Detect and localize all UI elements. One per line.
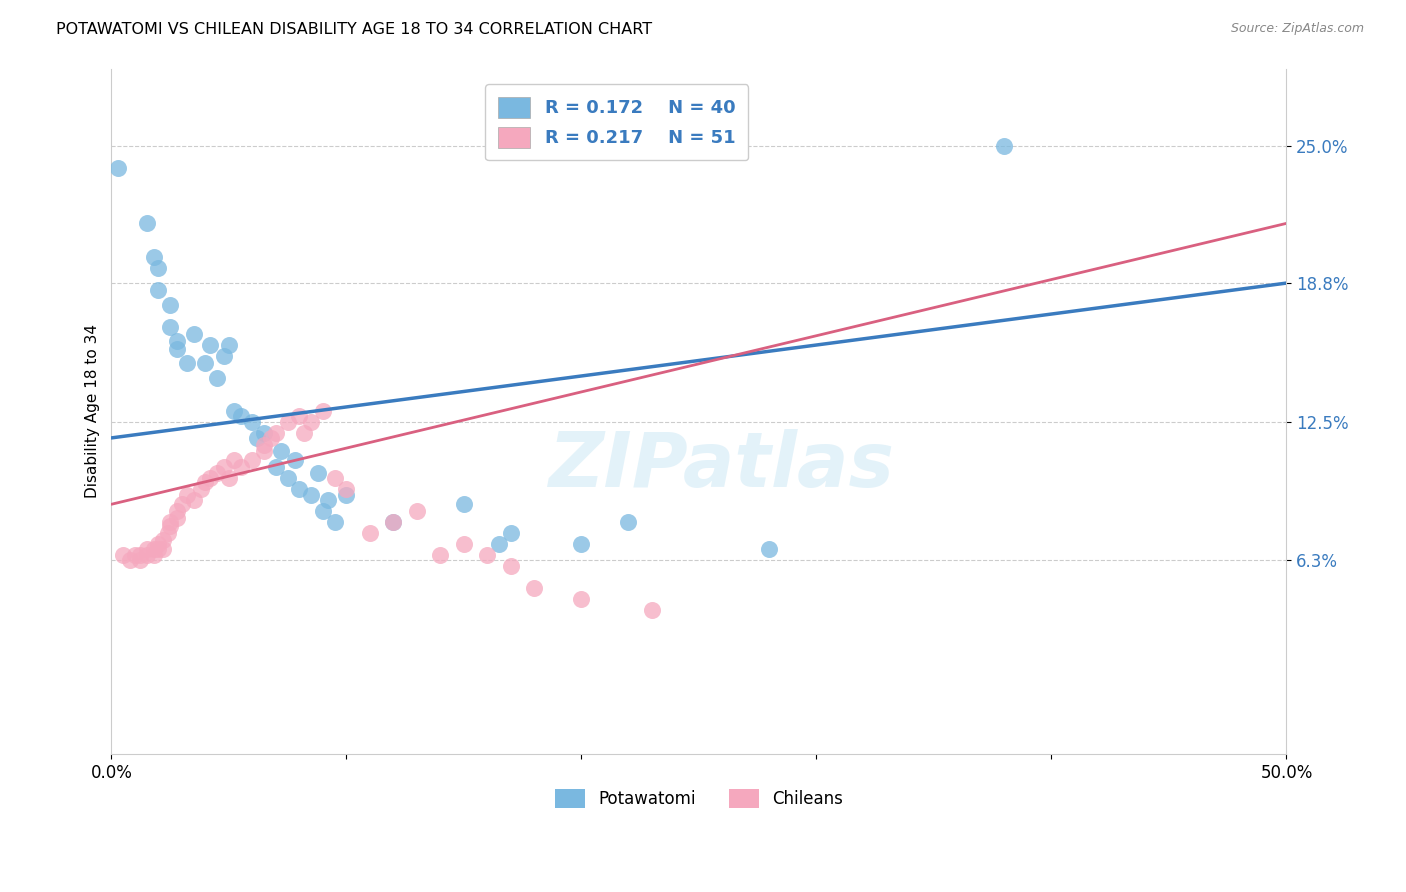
Point xyxy=(229,459,252,474)
Point xyxy=(166,504,188,518)
Point xyxy=(222,404,245,418)
Point xyxy=(176,488,198,502)
Point xyxy=(148,260,170,275)
Point xyxy=(159,320,181,334)
Point xyxy=(288,409,311,423)
Text: ZIPatlas: ZIPatlas xyxy=(550,429,896,503)
Point xyxy=(198,338,221,352)
Point xyxy=(242,453,264,467)
Point xyxy=(499,559,522,574)
Point xyxy=(135,541,157,556)
Point xyxy=(277,471,299,485)
Point xyxy=(212,459,235,474)
Point xyxy=(107,161,129,175)
Point xyxy=(159,298,181,312)
Point xyxy=(359,526,381,541)
Point xyxy=(270,444,292,458)
Text: Source: ZipAtlas.com: Source: ZipAtlas.com xyxy=(1230,22,1364,36)
Point xyxy=(229,409,252,423)
Point xyxy=(142,541,165,556)
Point xyxy=(156,526,179,541)
Point xyxy=(152,533,174,547)
Point xyxy=(253,426,276,441)
Point xyxy=(183,492,205,507)
Point xyxy=(222,453,245,467)
Point xyxy=(124,548,146,562)
Point xyxy=(299,488,322,502)
Point xyxy=(242,416,264,430)
Point xyxy=(159,519,181,533)
Point xyxy=(176,356,198,370)
Point xyxy=(183,326,205,341)
Point xyxy=(299,416,322,430)
Point xyxy=(335,482,357,496)
Point xyxy=(142,250,165,264)
Point xyxy=(194,475,217,490)
Point xyxy=(758,541,780,556)
Point xyxy=(253,437,276,451)
Point xyxy=(135,548,157,562)
Point xyxy=(212,349,235,363)
Point xyxy=(453,497,475,511)
Point xyxy=(382,515,405,529)
Point xyxy=(142,548,165,562)
Point xyxy=(641,603,664,617)
Point xyxy=(264,459,287,474)
Point xyxy=(993,139,1015,153)
Point xyxy=(135,216,157,230)
Point xyxy=(120,552,142,566)
Point xyxy=(205,371,228,385)
Point xyxy=(429,548,451,562)
Point xyxy=(246,431,269,445)
Point xyxy=(170,497,193,511)
Point xyxy=(260,431,283,445)
Text: POTAWATOMI VS CHILEAN DISABILITY AGE 18 TO 34 CORRELATION CHART: POTAWATOMI VS CHILEAN DISABILITY AGE 18 … xyxy=(56,22,652,37)
Point xyxy=(292,426,315,441)
Point xyxy=(617,515,640,529)
Point xyxy=(488,537,510,551)
Point xyxy=(198,471,221,485)
Point xyxy=(406,504,429,518)
Point xyxy=(253,444,276,458)
Point xyxy=(312,504,335,518)
Point xyxy=(159,515,181,529)
Point xyxy=(453,537,475,551)
Point xyxy=(128,548,150,562)
Point xyxy=(382,515,405,529)
Point xyxy=(523,582,546,596)
Point xyxy=(152,541,174,556)
Point xyxy=(316,492,339,507)
Point xyxy=(277,416,299,430)
Point xyxy=(477,548,499,562)
Point xyxy=(312,404,335,418)
Point xyxy=(148,541,170,556)
Point xyxy=(190,482,212,496)
Point xyxy=(166,343,188,357)
Y-axis label: Disability Age 18 to 34: Disability Age 18 to 34 xyxy=(86,325,100,499)
Point xyxy=(264,426,287,441)
Point xyxy=(499,526,522,541)
Point xyxy=(128,552,150,566)
Point xyxy=(166,510,188,524)
Point xyxy=(194,356,217,370)
Point xyxy=(218,338,240,352)
Point xyxy=(148,537,170,551)
Point xyxy=(307,467,329,481)
Point xyxy=(148,283,170,297)
Point xyxy=(288,482,311,496)
Legend: Potawatomi, Chileans: Potawatomi, Chileans xyxy=(548,782,849,814)
Point xyxy=(112,548,135,562)
Point xyxy=(571,592,593,607)
Point xyxy=(571,537,593,551)
Point xyxy=(205,467,228,481)
Point xyxy=(323,515,346,529)
Point xyxy=(218,471,240,485)
Point xyxy=(323,471,346,485)
Point xyxy=(166,334,188,348)
Point xyxy=(284,453,307,467)
Point xyxy=(335,488,357,502)
